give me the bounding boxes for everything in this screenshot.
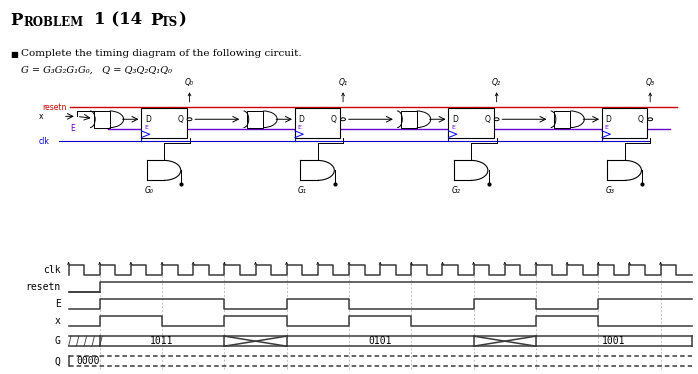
Text: G₃: G₃ <box>605 186 614 195</box>
Text: ■: ■ <box>10 50 18 59</box>
Text: Q₀: Q₀ <box>185 78 194 87</box>
Text: Q: Q <box>55 356 61 366</box>
Text: Complete the timing diagram of the following circuit.: Complete the timing diagram of the follo… <box>21 49 308 58</box>
Bar <box>401 111 417 128</box>
Text: P: P <box>150 12 163 29</box>
Text: D: D <box>144 115 151 124</box>
Text: E: E <box>70 124 75 133</box>
Bar <box>554 111 570 128</box>
Text: E: E <box>297 125 302 130</box>
Text: Q₁: Q₁ <box>339 78 348 87</box>
Text: resetn: resetn <box>26 282 61 292</box>
Text: 0101: 0101 <box>369 336 392 346</box>
Text: G = G₃G₂G₁G₀,   Q = Q₃Q₂Q₁Q₀: G = G₃G₂G₁G₀, Q = Q₃Q₂Q₁Q₀ <box>21 65 172 74</box>
Text: E: E <box>604 125 609 130</box>
Text: E: E <box>451 125 455 130</box>
Circle shape <box>187 118 192 121</box>
Circle shape <box>648 118 653 121</box>
Bar <box>94 111 110 128</box>
Text: Q: Q <box>638 115 644 124</box>
Text: G₁: G₁ <box>298 186 307 195</box>
Text: TS: TS <box>161 16 178 29</box>
Text: E: E <box>144 125 148 130</box>
Text: x: x <box>38 112 43 121</box>
Text: D: D <box>298 115 304 124</box>
Text: Q₃: Q₃ <box>646 78 655 87</box>
Bar <box>141 108 186 138</box>
Text: P: P <box>10 12 23 29</box>
Text: D: D <box>452 115 458 124</box>
Text: 0000: 0000 <box>76 356 100 366</box>
Bar <box>295 108 340 138</box>
Text: 1001: 1001 <box>602 336 625 346</box>
Bar <box>448 108 493 138</box>
Text: Q₂: Q₂ <box>492 78 501 87</box>
Text: clk: clk <box>38 137 50 146</box>
Text: Q: Q <box>331 115 337 124</box>
Bar <box>602 108 648 138</box>
Text: Q: Q <box>484 115 490 124</box>
Circle shape <box>341 118 346 121</box>
Text: D: D <box>605 115 611 124</box>
Bar <box>247 111 263 128</box>
Text: clk: clk <box>43 265 61 275</box>
Text: 1011: 1011 <box>150 336 174 346</box>
Text: resetn: resetn <box>42 103 66 112</box>
Text: ): ) <box>178 12 186 29</box>
Circle shape <box>494 118 499 121</box>
Text: 1 (14: 1 (14 <box>94 12 148 29</box>
Text: ROBLEM: ROBLEM <box>23 16 83 29</box>
Text: x: x <box>55 316 61 326</box>
Text: G₀: G₀ <box>144 186 154 195</box>
Text: G₂: G₂ <box>452 186 461 195</box>
Text: Q: Q <box>177 115 183 124</box>
Text: G: G <box>55 336 61 346</box>
Text: E: E <box>55 299 61 309</box>
